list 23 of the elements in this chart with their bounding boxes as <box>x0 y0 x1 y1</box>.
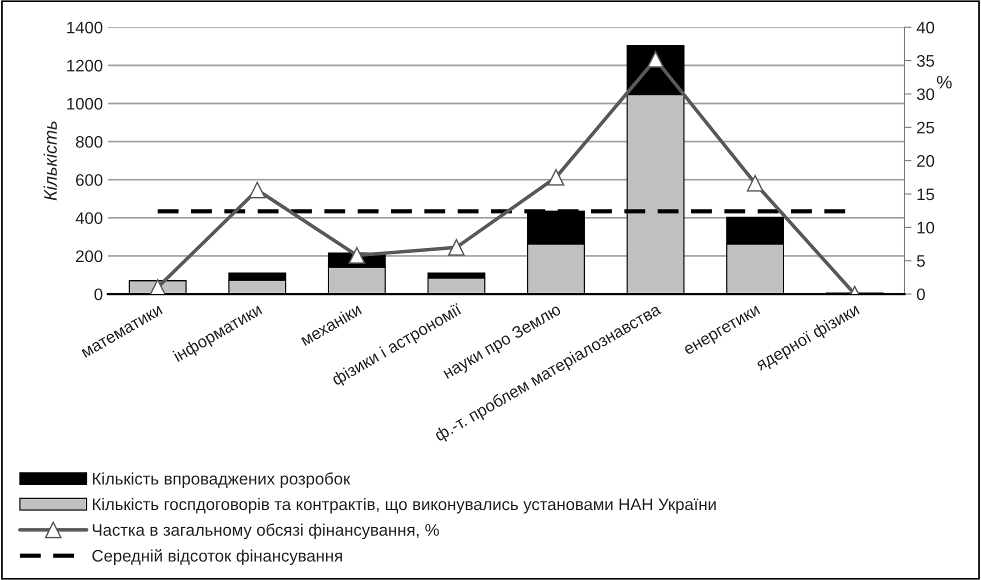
y-tick-label: 1200 <box>67 60 102 72</box>
y-tick-label: 1400 <box>67 22 102 34</box>
y2-tick-label: 15 <box>918 188 934 200</box>
y-tick-label: 600 <box>76 174 102 186</box>
y-tick-label: 400 <box>76 212 102 224</box>
y-tick-label: 1000 <box>67 98 102 110</box>
y2-tick-label: 30 <box>916 88 934 100</box>
legend-label: Кількість впроваджених розробок <box>92 472 350 488</box>
y2-tick-label: 40 <box>916 22 934 34</box>
y-tick-label: 0 <box>94 288 102 300</box>
y2-tick-label: 25 <box>917 122 934 134</box>
y-tick-label: 800 <box>76 136 102 148</box>
y2-axis-title: % <box>936 76 952 88</box>
y2-tick-label: 20 <box>917 155 934 167</box>
legend-label: Середній відсоток фінансування <box>92 549 342 565</box>
y-axis-title: Кількість <box>44 122 57 200</box>
legend-label: Частка в загальному обсязі фінансування, % <box>92 523 439 540</box>
y2-tick-label: 5 <box>916 255 925 267</box>
y2-tick-label: 35 <box>916 55 934 67</box>
y2-tick-label: 0 <box>916 288 925 300</box>
y2-tick-label: 10 <box>918 222 934 234</box>
y-tick-label: 200 <box>76 250 102 262</box>
legend-label: Кількість госпдоговорів та контрактів, що виконувались установами НАН України <box>92 498 716 514</box>
